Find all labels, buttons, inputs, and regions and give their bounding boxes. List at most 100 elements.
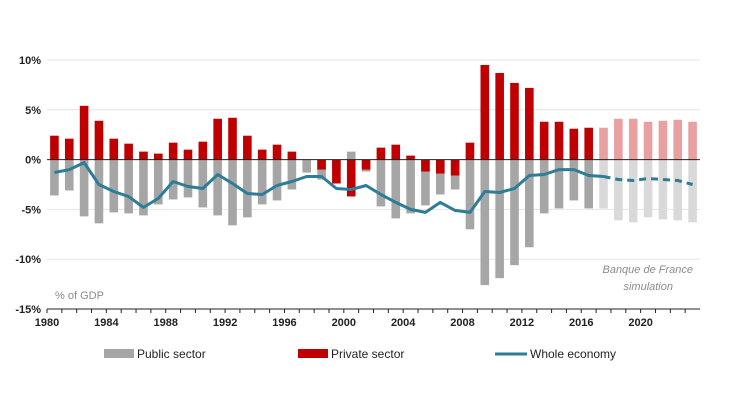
private-sector-bar [406,155,415,160]
x-tick-label: 2020 [628,317,652,329]
private-sector-bar [673,119,683,160]
public-sector-bar [539,159,549,214]
legend-label-private-sector: Private sector [331,347,404,361]
public-sector-bar [183,159,193,198]
public-sector-bar [510,159,519,266]
private-sector-bar [109,138,119,160]
private-sector-bar [450,159,460,176]
simulation-annotation-line-1: Banque de France [602,264,693,276]
public-sector-bar [287,159,297,190]
public-sector-bar [614,159,623,221]
public-sector-bar [628,159,638,223]
public-sector-bar [688,159,697,223]
public-sector-bar [435,159,445,195]
whole-economy-line [54,161,693,214]
x-tick-label: 2000 [332,317,356,329]
private-sector-bar [554,121,564,160]
private-sector-bar [213,118,222,160]
private-sector-bar [435,159,445,174]
private-sector-bar [465,142,475,160]
x-tick-label: 1980 [35,317,59,329]
private-sector-bar [391,144,401,160]
private-sector-bar [183,149,193,160]
x-axis-ticks: 1980 1984 1988 1992 1996 2000 2004 2008 2012 2016… [35,309,686,329]
public-sector-bar [525,159,534,248]
public-sector-bar [154,159,163,205]
public-sector-bar [584,159,593,209]
private-sector-bar [376,147,386,160]
private-sector-bar [198,141,208,160]
simulation-annotation-line-2: simulation [623,281,673,293]
y-axis-ticks: 10% 5% 0% -5% -10% -15% [15,55,41,316]
public-sector-bar [554,159,564,209]
public-sector-bar [213,159,222,216]
public-sector-bar [480,159,490,286]
private-sector-bar [628,118,638,160]
private-sector-bar [614,118,623,160]
public-sector-bars [50,151,697,286]
public-sector-bar [109,159,119,213]
public-sector-bar [257,159,267,205]
whole-economy-line-simulation [603,175,693,186]
private-sector-bar [688,121,697,160]
legend-swatch-public-sector [104,349,134,358]
private-sector-bar [124,143,133,160]
private-sector-bar [658,120,668,160]
unit-label: % of GDP [55,290,104,302]
public-sector-bar [168,159,178,200]
private-sector-bar [154,153,163,160]
private-sector-bar [257,149,267,160]
y-tick-label: 0% [25,155,41,167]
x-tick-label: 1984 [94,317,119,329]
public-sector-bar [673,159,683,221]
private-sector-bar [168,142,178,160]
public-sector-bar [198,159,208,208]
public-sector-bar [406,159,415,214]
public-sector-bar [302,159,312,173]
public-sector-bar [421,159,430,206]
private-sector-bar [361,159,371,170]
legend: Public sector Private sector Whole econo… [104,347,616,361]
private-sector-bar [643,121,653,160]
x-tick-label: 1988 [153,317,177,329]
public-sector-bar [643,159,653,218]
private-sector-bar [539,121,549,160]
whole-economy-line-historical [54,161,604,214]
public-sector-bar [346,151,356,160]
public-sector-bar [599,159,608,209]
public-sector-bar [228,159,237,226]
public-sector-bar [50,159,59,196]
public-sector-bar [64,159,74,191]
private-sector-bar [599,127,608,160]
private-sector-bar [272,144,282,160]
x-tick-label: 1996 [272,317,296,329]
public-sector-bar [376,159,386,207]
public-sector-bar [124,159,133,214]
legend-label-public-sector: Public sector [137,347,206,361]
public-sector-bar [94,159,104,224]
private-sector-bar [50,135,59,160]
private-sector-bar [421,159,430,172]
y-tick-label: 10% [19,55,41,67]
legend-swatch-private-sector [298,349,328,358]
x-tick-label: 2004 [391,317,416,329]
private-sector-bars [50,64,697,197]
y-tick-label: -10% [15,254,41,266]
private-sector-bar [94,120,104,160]
public-sector-bar [658,159,668,220]
private-sector-bar [510,82,519,160]
private-sector-bar [317,159,326,170]
public-sector-bar [272,159,282,201]
private-sector-bar [243,135,252,160]
private-sector-bar [139,151,148,160]
private-sector-bar [287,151,297,160]
y-tick-label: 5% [25,105,41,117]
private-sector-bar [495,72,504,160]
private-sector-bar [480,64,490,160]
private-sector-bar [569,128,579,160]
x-tick-label: 2008 [450,317,474,329]
public-sector-bar [139,159,148,216]
public-sector-bar [79,159,89,217]
x-tick-label: 1992 [213,317,237,329]
